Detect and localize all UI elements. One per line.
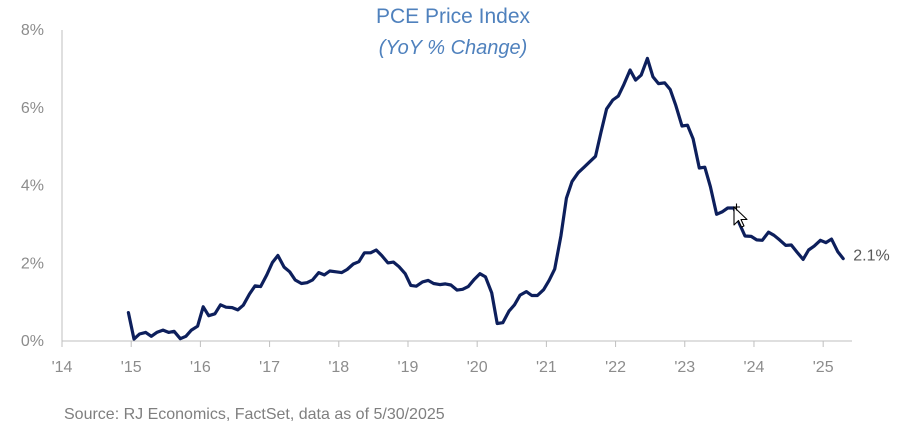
end-value-label: 2.1%: [853, 248, 889, 265]
x-axis-ticks: [61, 341, 824, 347]
series-line-pce: [126, 56, 845, 341]
x-tick-label: '15: [121, 359, 142, 376]
x-tick-label: '19: [398, 359, 419, 376]
y-tick-label: 6%: [21, 100, 44, 117]
x-tick-label: '21: [536, 359, 557, 376]
y-tick-label: 0%: [21, 333, 44, 350]
y-axis-tick-labels: 0% 2% 4% 6% 8%: [21, 22, 44, 350]
x-tick-label: '25: [813, 359, 834, 376]
chart-subtitle: (YoY % Change): [379, 37, 528, 59]
x-tick-label: '22: [605, 359, 626, 376]
x-tick-label: '16: [190, 359, 211, 376]
x-tick-label: '14: [52, 359, 73, 376]
y-tick-label: 4%: [21, 178, 44, 195]
x-tick-label: '17: [259, 359, 280, 376]
move-cursor-icon: [733, 203, 748, 228]
y-tick-label: 8%: [21, 22, 44, 39]
x-tick-label: '23: [674, 359, 695, 376]
x-tick-label: '24: [744, 359, 765, 376]
chart-title: PCE Price Index: [376, 5, 531, 28]
source-note: Source: RJ Economics, FactSet, data as o…: [64, 406, 445, 423]
y-tick-label: 2%: [21, 255, 44, 272]
x-tick-label: '18: [328, 359, 349, 376]
x-tick-label: '20: [467, 359, 488, 376]
x-axis-tick-labels: '14 '15 '16 '17 '18 '19 '20 '21 '22 '23 '24 '25: [52, 359, 834, 376]
